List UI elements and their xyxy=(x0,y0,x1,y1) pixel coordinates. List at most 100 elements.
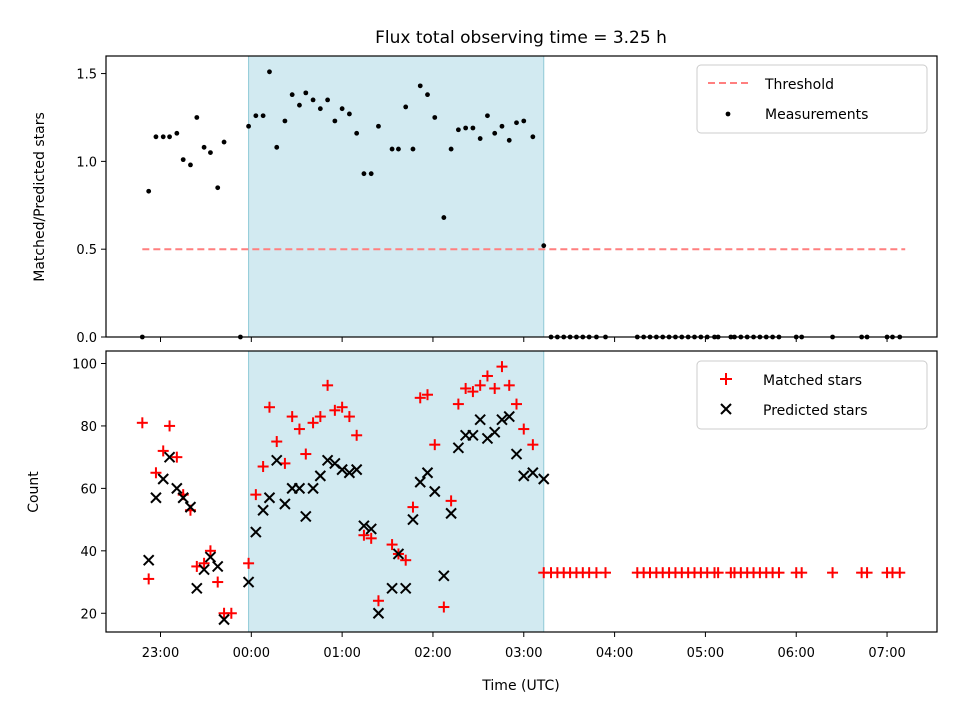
bottom-shaded-span xyxy=(248,350,545,633)
measurement-point xyxy=(274,144,280,150)
predicted-star-point xyxy=(314,470,327,482)
legend-measurements-label: Measurements xyxy=(765,107,868,123)
measurement-point xyxy=(346,111,352,117)
predicted-star-point xyxy=(191,582,203,594)
predicted-star-point xyxy=(242,576,255,588)
measurement-point xyxy=(521,118,527,124)
matched-star-point xyxy=(143,573,155,585)
measurement-point xyxy=(325,97,330,103)
bottom-x-tick-label: 04:00 xyxy=(596,646,633,661)
top-y-tick-label: 0.5 xyxy=(76,243,97,258)
bottom-y-ticks: 20 40 60 80 100 xyxy=(72,357,106,622)
measurement-point xyxy=(201,144,207,150)
measurement-point xyxy=(174,130,180,136)
predicted-star-point xyxy=(271,454,283,466)
predicted-star-point xyxy=(279,498,291,510)
matched-star-point xyxy=(460,382,472,394)
matched-star-point xyxy=(204,545,216,557)
predicted-star-point xyxy=(503,410,515,423)
measurement-point xyxy=(297,102,302,108)
legend-measurements-swatch xyxy=(725,111,731,117)
predicted-star-point xyxy=(496,413,508,426)
top-legend: Threshold Measurements xyxy=(696,64,928,134)
top-y-axis-label: Matched/Predicted stars xyxy=(32,112,48,282)
top-axes-frame xyxy=(105,55,938,338)
matched-star-point xyxy=(157,445,169,457)
predicted-star-point xyxy=(150,492,162,504)
measurement-point xyxy=(208,150,213,155)
matched-star-point xyxy=(300,448,312,460)
measurement-point xyxy=(514,120,519,126)
predicted-star-point xyxy=(429,485,441,498)
matched-star-point xyxy=(452,398,464,410)
legend-predicted-label: Predicted stars xyxy=(763,403,868,419)
top-shaded-span xyxy=(248,55,545,338)
predicted-star-point xyxy=(300,510,312,523)
matched-star-point xyxy=(773,567,785,579)
predicted-star-point xyxy=(467,429,479,442)
predicted-star-point xyxy=(527,467,539,479)
measurement-point xyxy=(410,146,416,152)
matched-star-point xyxy=(329,404,341,416)
matched-star-point xyxy=(286,411,298,423)
matched-star-points xyxy=(136,361,906,619)
measurement-point xyxy=(368,171,374,177)
predicted-star-point xyxy=(365,523,377,535)
matched-star-point xyxy=(481,370,493,382)
measurement-point xyxy=(160,134,166,140)
matched-star-point xyxy=(271,436,283,448)
matched-star-point xyxy=(518,423,530,435)
matched-star-point xyxy=(150,467,162,479)
matched-star-point xyxy=(263,401,275,413)
measurement-point xyxy=(441,215,447,220)
measurement-point xyxy=(194,115,200,120)
matched-star-point xyxy=(414,392,426,404)
measurement-point xyxy=(215,185,221,191)
matched-star-point xyxy=(212,576,224,588)
matched-star-point xyxy=(894,567,906,579)
predicted-star-point xyxy=(538,473,550,485)
matched-star-point xyxy=(503,379,515,391)
measurement-point xyxy=(221,139,227,145)
measurement-point xyxy=(506,137,512,143)
bottom-x-tick-label: 02:00 xyxy=(414,646,451,661)
measurement-point xyxy=(303,90,309,96)
bottom-legend: Matched stars Predicted stars xyxy=(696,360,928,430)
matched-star-point xyxy=(438,601,450,613)
predicted-star-point xyxy=(343,467,356,479)
predicted-star-point xyxy=(184,501,197,513)
legend-matched-label: Matched stars xyxy=(763,373,862,389)
matched-star-point xyxy=(198,557,210,569)
predicted-star-point xyxy=(171,482,183,495)
measurement-point xyxy=(289,92,295,98)
predicted-star-points xyxy=(142,410,550,626)
predicted-star-point xyxy=(263,492,276,504)
bottom-axes-frame xyxy=(105,350,938,633)
bottom-x-tick-label: 07:00 xyxy=(868,646,905,661)
predicted-star-point xyxy=(445,507,457,520)
top-legend-box xyxy=(696,64,928,134)
matched-star-point xyxy=(527,439,539,451)
measurement-point xyxy=(310,97,316,103)
matched-star-point xyxy=(243,557,255,569)
predicted-star-point xyxy=(250,526,262,538)
predicted-star-point xyxy=(399,582,412,594)
matched-star-point xyxy=(250,489,262,501)
measurement-point xyxy=(425,92,430,98)
measurement-point xyxy=(389,146,395,152)
matched-star-point xyxy=(796,567,808,579)
bottom-x-tick-label: 03:00 xyxy=(505,646,542,661)
predicted-star-point xyxy=(372,607,385,619)
predicted-star-point xyxy=(392,548,405,560)
matched-star-point xyxy=(474,379,486,391)
top-y-tick-label: 1.0 xyxy=(76,155,97,170)
measurement-point xyxy=(354,130,360,136)
measurement-point xyxy=(317,106,323,112)
measurement-point xyxy=(477,136,483,141)
matched-star-point xyxy=(225,607,237,619)
measurement-point xyxy=(282,118,288,124)
matched-star-point xyxy=(861,567,873,579)
top-panel: 0.0 0.5 1.0 1.5 Matched/Predicted stars Thr… xyxy=(32,55,938,346)
bottom-panel: 20 40 60 80 100 23:00 00:00 01:00 02:00 03:00 04:… xyxy=(26,350,938,694)
